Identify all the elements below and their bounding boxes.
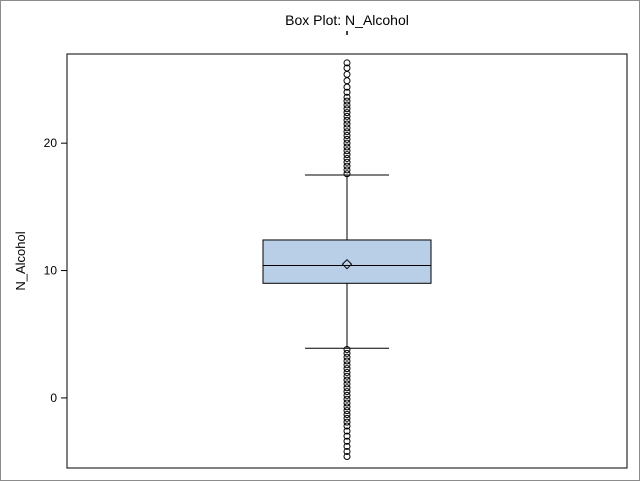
outlier-low-3 (343, 357, 351, 365)
outlier-low-12 (343, 391, 351, 399)
outlier-low-26 (343, 453, 351, 461)
outlier-low-22 (343, 432, 351, 440)
outlier-high-5 (343, 151, 351, 159)
outlier-high-6 (343, 147, 351, 155)
y-axis-label: N_Alcohol (13, 231, 28, 290)
outlier-low-4 (343, 361, 351, 369)
outlier-low-2 (343, 353, 351, 361)
outlier-high-14 (343, 116, 351, 124)
outlier-low-7 (343, 372, 351, 380)
outlier-low-16 (343, 407, 351, 415)
outlier-low-19 (343, 418, 351, 426)
outlier-low-21 (343, 427, 351, 435)
outlier-high-2 (343, 162, 351, 170)
y-tick-label-1: 10 (44, 264, 58, 278)
outlier-low-1 (343, 349, 351, 357)
outlier-high-15 (343, 112, 351, 120)
outlier-high-17 (343, 105, 351, 113)
outlier-low-10 (343, 384, 351, 392)
outlier-low-18 (343, 414, 351, 422)
outlier-high-4 (343, 154, 351, 162)
outlier-low-15 (343, 403, 351, 411)
outlier-low-13 (343, 395, 351, 403)
outlier-high-3 (343, 158, 351, 166)
outlier-high-19 (343, 97, 351, 105)
box-group (262, 174, 432, 349)
mean-marker (341, 258, 353, 270)
outlier-high-9 (343, 135, 351, 143)
outlier-high-7 (343, 143, 351, 151)
outlier-low-25 (343, 447, 351, 455)
y-tick-label-0: 0 (50, 391, 57, 405)
outlier-low-17 (343, 410, 351, 418)
outlier-high-21 (343, 88, 351, 96)
outlier-high-20 (343, 93, 351, 101)
outlier-high-26 (343, 59, 351, 67)
outlier-high-13 (343, 120, 351, 128)
outlier-high-18 (343, 101, 351, 109)
y-tick-label-2: 20 (44, 136, 58, 150)
outlier-high-10 (343, 132, 351, 140)
chart-title: Box Plot: N_Alcohol (285, 12, 409, 28)
outlier-high-12 (343, 124, 351, 132)
outlier-low-23 (343, 437, 351, 445)
y-axis-ticks: 0 10 20 (44, 136, 67, 405)
outlier-low-20 (343, 422, 351, 430)
outlier-low-24 (343, 442, 351, 450)
outlier-high-16 (343, 109, 351, 117)
outlier-low-6 (343, 368, 351, 376)
outlier-low-11 (343, 388, 351, 396)
outlier-low-8 (343, 376, 351, 384)
iqr-box (262, 239, 432, 284)
outlier-low-9 (343, 380, 351, 388)
outlier-high-1 (343, 166, 351, 174)
outlier-high-11 (343, 128, 351, 136)
outlier-low-5 (343, 365, 351, 373)
outlier-high-25 (343, 64, 351, 72)
outlier-low-14 (343, 399, 351, 407)
outlier-high-8 (343, 139, 351, 147)
